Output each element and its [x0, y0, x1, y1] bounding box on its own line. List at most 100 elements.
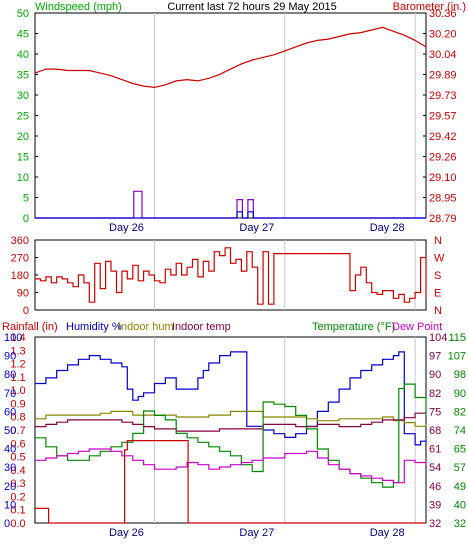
legend-humidity: Humidity %	[66, 321, 122, 333]
y-tick-label-left: 40	[17, 49, 29, 61]
y-tick-label-left: 25	[17, 111, 29, 123]
indoor-temp-tick-label: 39	[429, 499, 441, 511]
series-direction	[35, 247, 427, 305]
rain-tick-label: 0.6	[10, 438, 25, 450]
y-tick-label-left: 35	[17, 70, 29, 82]
humidity-tick-label: 30	[4, 462, 16, 474]
y-tick-label-right: 29.89	[429, 70, 457, 82]
indoor-temp-tick-label: 97	[429, 351, 441, 363]
y-tick-label-left: 270	[11, 253, 29, 265]
series-wind	[35, 211, 426, 219]
y-tick-label-right: N	[434, 305, 442, 317]
left-axis-title: Windspeed (mph)	[35, 1, 122, 13]
temp-tick-label: 98	[454, 369, 466, 381]
x-tick-label: Day 28	[370, 527, 405, 539]
y-tick-label-left: 15	[17, 152, 29, 164]
rain-tick-label: 1.4	[10, 332, 25, 344]
y-tick-label-left: 45	[17, 29, 29, 41]
series-gust	[35, 190, 426, 219]
rain-tick-label: 1.3	[10, 345, 25, 357]
rain-tick-label: 0.9	[10, 398, 25, 410]
rain-tick-label: 0.2	[10, 491, 25, 503]
wind-barometer-panel: Day 26 Day 27 Day 28 0 5 10 15 20 25 30 35 40 45 50 28…	[17, 1, 466, 234]
y-tick-label-right: S	[434, 270, 441, 282]
legend-dew-point: Dew Point	[392, 321, 442, 333]
series-indoor_temp	[35, 411, 427, 432]
indoor-temp-tick-label: 90	[429, 369, 441, 381]
humidity-tick-label: 60	[4, 406, 16, 418]
chart-title: Current last 72 hours 29 May 2015	[167, 1, 336, 13]
y-tick-label-right: 28.95	[429, 193, 457, 205]
y-tick-label-left: 0	[23, 213, 29, 225]
temp-tick-label: 57	[454, 462, 466, 474]
humidity-tick-label: 40	[4, 444, 16, 456]
y-tick-label-left: 10	[17, 172, 29, 184]
temp-tick-label: 107	[448, 351, 466, 363]
temp-tick-label: 90	[454, 388, 466, 400]
y-tick-label-left: 5	[23, 193, 29, 205]
y-tick-label-left: 50	[17, 8, 29, 20]
y-tick-label-left: 30	[17, 90, 29, 102]
rain-tick-label: 0.8	[10, 412, 25, 424]
temp-tick-label: 40	[454, 499, 466, 511]
y-tick-label-right: 29.73	[429, 90, 457, 102]
y-tick-label-left: 90	[17, 288, 29, 300]
y-tick-label-right: E	[434, 288, 441, 300]
indoor-temp-tick-label: 68	[429, 425, 441, 437]
humidity-tick-label: 100	[4, 332, 22, 344]
temperature-humidity-panel: Day 26 Day 27 Day 280.00.10.20.30.40.50.60…	[2, 321, 466, 539]
y-tick-label-left: 20	[17, 131, 29, 143]
y-tick-label-right: 29.26	[429, 152, 457, 164]
x-tick-label: Day 26	[109, 222, 144, 234]
plot-frame	[34, 336, 427, 524]
indoor-temp-tick-label: 32	[429, 518, 441, 530]
temp-tick-label: 82	[454, 406, 466, 418]
y-tick-label-right: N	[434, 235, 442, 247]
temp-tick-label: 32	[454, 518, 466, 530]
humidity-tick-label: 20	[4, 481, 16, 493]
y-tick-label-right: 29.57	[429, 111, 457, 123]
y-tick-label-left: 360	[11, 235, 29, 247]
y-tick-label-right: 30.36	[429, 8, 457, 20]
y-tick-label-left: 180	[11, 270, 29, 282]
humidity-tick-label: 70	[4, 388, 16, 400]
x-tick-label: Day 27	[239, 527, 274, 539]
rain-tick-label: 1.2	[10, 359, 25, 371]
rain-tick-label: 0.4	[10, 465, 25, 477]
legend-temperature: Temperature (°F)	[312, 321, 395, 333]
indoor-temp-tick-label: 61	[429, 444, 441, 456]
rain-tick-label: 0.1	[10, 505, 25, 517]
x-tick-label: Day 26	[109, 527, 144, 539]
y-tick-label-right: 28.79	[429, 213, 457, 225]
humidity-tick-label: 50	[4, 425, 16, 437]
rain-tick-label: 0.3	[10, 478, 25, 490]
y-tick-label-right: W	[434, 253, 445, 265]
series-humidity	[35, 351, 427, 446]
indoor-temp-tick-label: 54	[429, 462, 441, 474]
y-tick-label-right: 29.42	[429, 131, 457, 143]
humidity-tick-label: 80	[4, 369, 16, 381]
rain-tick-label: 1.1	[10, 372, 25, 384]
humidity-tick-label: 0	[4, 518, 10, 530]
x-tick-label: Day 27	[239, 222, 274, 234]
humidity-tick-label: 10	[4, 499, 16, 511]
temp-tick-label: 115	[448, 332, 466, 344]
rain-tick-label: 1.0	[10, 385, 25, 397]
indoor-temp-tick-label: 104	[429, 332, 447, 344]
series-indoor_hum	[35, 410, 427, 427]
temp-tick-label: 49	[454, 481, 466, 493]
y-tick-label-right: 30.04	[429, 49, 457, 61]
right-axis-title: Barometer (in.)	[393, 1, 466, 13]
y-tick-label-right: 29.10	[429, 172, 457, 184]
temp-tick-label: 74	[454, 425, 466, 437]
legend-indoor-temp: Indoor temp	[172, 321, 231, 333]
indoor-temp-tick-label: 46	[429, 481, 441, 493]
temp-tick-label: 65	[454, 444, 466, 456]
legend-indoor-hum: Indoor hum	[118, 321, 174, 333]
rain-tick-label: 0.5	[10, 452, 25, 464]
plot-frame	[34, 12, 427, 219]
rain-axis-title: Rainfall (in)	[2, 321, 58, 333]
series-rain	[35, 440, 426, 524]
